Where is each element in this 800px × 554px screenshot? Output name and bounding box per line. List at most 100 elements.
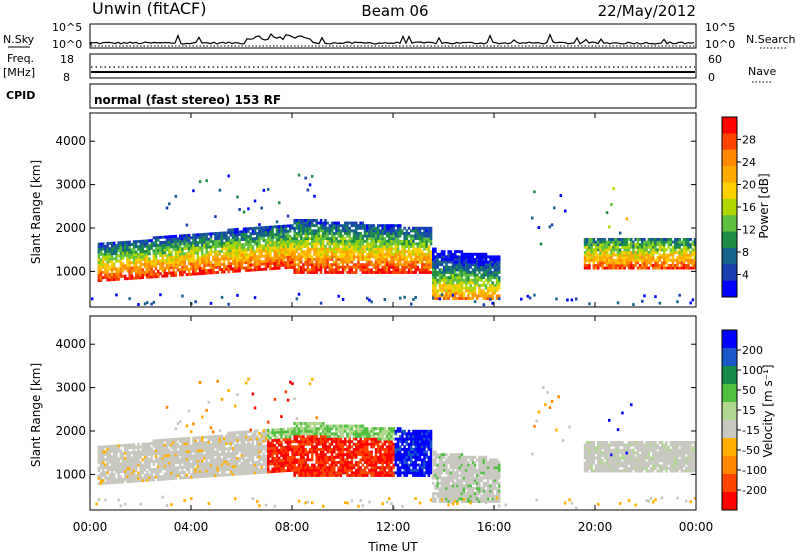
power-cell [489,260,492,264]
velocity-cell [146,460,149,464]
power-cell [612,251,615,254]
power-cell [176,250,180,254]
power-cell [139,245,142,248]
velocity-cell [207,451,211,455]
velocity-cell [267,444,270,448]
velocity-cell [124,472,127,476]
power-cell [654,238,657,241]
power-cell [491,276,494,280]
velocity-cell [99,453,103,457]
power-cell [258,234,261,238]
velocity-cell [293,450,296,454]
power-cell [154,259,158,263]
power-cell [682,258,686,262]
velocity-cell [207,435,211,439]
power-cell [383,242,387,246]
velocity-cell [198,459,202,463]
power-cell [311,224,314,228]
power-cell [451,260,455,264]
power-cell [220,257,224,261]
power-cell [674,248,677,252]
power-cell [352,247,356,251]
power-cell [187,267,191,271]
velocity-cell [152,439,156,443]
power-cell [432,296,435,300]
power-cell [605,253,609,257]
power-cell [97,245,101,249]
power-cell [440,252,444,256]
power-cell [207,253,211,257]
power-cell [377,268,380,272]
velocity-cell [214,474,217,477]
power-cell [599,251,602,254]
power-cell [612,187,615,190]
velocity-cell [194,439,197,442]
power-cell [676,264,679,267]
velocity-cell [295,453,299,457]
velocity-cell [209,445,213,449]
power-cell [443,278,446,282]
velocity-cell [258,471,261,474]
velocity-cell [300,468,303,472]
velocity-cell [223,455,226,459]
power-cell [308,255,312,259]
power-cell [231,230,235,234]
velocity-cell [163,443,167,447]
power-cell [632,253,635,257]
power-cell [610,264,613,267]
power-cell [330,247,334,251]
power-cell [286,234,290,238]
power-cell [264,246,268,250]
power-cell [187,246,191,250]
velocity-cell [306,474,310,477]
power-cell [119,251,123,255]
power-cell [110,262,114,266]
power-cell [482,265,486,269]
power-cell [203,271,206,275]
power-cell [403,234,406,238]
power-cell [278,264,281,267]
power-cell [370,263,373,267]
velocity-cell [304,501,307,505]
power-cell [638,248,642,252]
power-cell [388,250,391,254]
velocity-cell [291,432,294,436]
power-cell [359,234,362,238]
power-cell [306,247,310,251]
power-cell [201,253,204,257]
power-cell [143,257,147,261]
power-cell [319,263,323,267]
power-cell [460,271,464,274]
power-cell [286,232,290,236]
power-cell [341,245,345,248]
velocity-cell [146,473,149,477]
power-cell [275,251,279,255]
power-cell [368,232,371,235]
power-cell [275,246,279,249]
power-cell [379,239,382,243]
power-cell [447,260,450,264]
power-cell [652,243,655,247]
power-cell [680,243,684,247]
velocity-cell [187,465,191,469]
power-cell [445,265,448,269]
velocity-cell [143,463,147,467]
velocity-cell [205,459,208,462]
velocity-cell [161,446,164,450]
velocity-cell [220,468,224,472]
power-cell [652,253,655,257]
power-cell [183,255,186,258]
power-cell [480,294,483,298]
velocity-cell [275,428,279,432]
power-cell [403,258,406,261]
power-cell [454,273,457,277]
power-cell [676,300,679,304]
velocity-cell [209,453,213,457]
velocity-cell [119,478,123,481]
power-cell [374,265,378,269]
power-cell [275,240,279,244]
power-cell [117,270,120,273]
power-cell [528,296,532,300]
power-cell [407,263,411,267]
power-cell [124,240,127,244]
